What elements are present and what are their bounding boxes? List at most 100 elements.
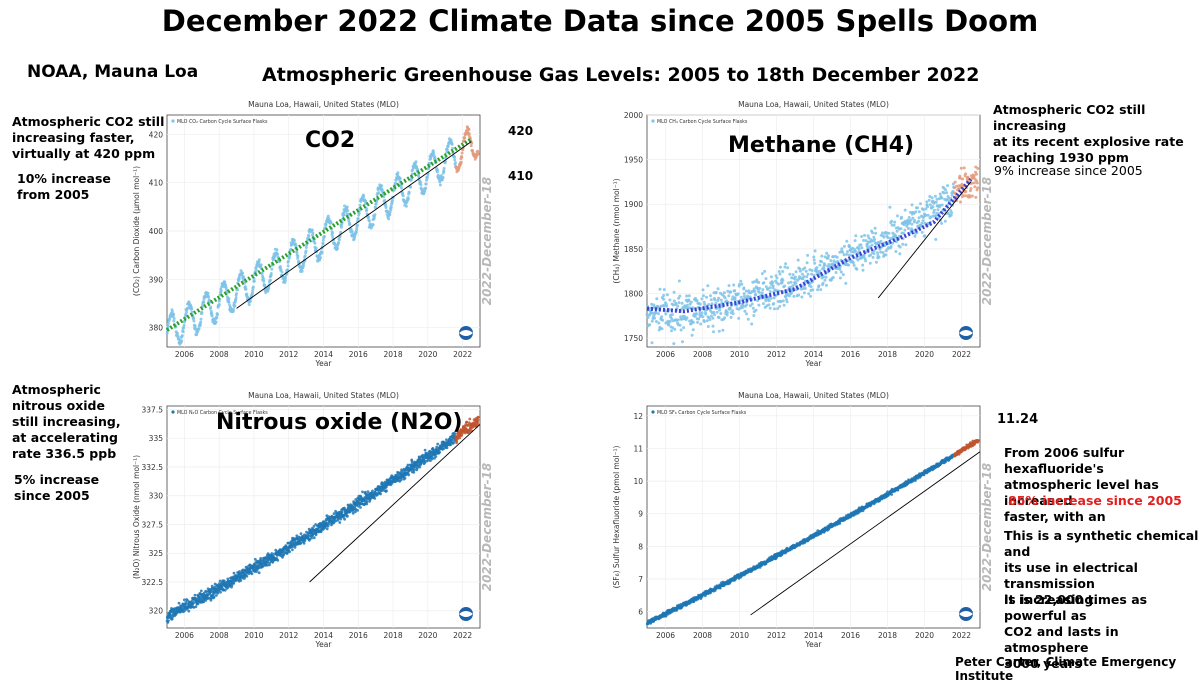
data-point — [705, 295, 708, 299]
data-point — [672, 342, 676, 346]
data-point — [764, 299, 768, 303]
data-point — [190, 307, 194, 311]
data-point — [805, 275, 809, 279]
data-point — [365, 500, 369, 504]
data-point — [958, 176, 962, 180]
data-point — [389, 208, 393, 212]
data-point — [685, 294, 689, 298]
data-point — [343, 517, 346, 521]
data-point — [231, 307, 235, 311]
data-point — [412, 468, 416, 472]
data-point — [403, 476, 407, 480]
data-point — [300, 269, 304, 273]
data-point — [810, 272, 814, 276]
legend-label: MLO CH₄ Carbon Cycle Surface Flasks — [657, 119, 748, 125]
data-point — [414, 160, 418, 164]
data-point — [406, 197, 410, 201]
data-point — [924, 213, 928, 217]
data-point — [741, 303, 745, 307]
x-tick-label: 2022 — [453, 350, 472, 359]
data-point — [650, 319, 654, 323]
data-point — [769, 296, 773, 300]
data-point — [964, 190, 968, 193]
data-point — [972, 181, 976, 185]
data-point — [928, 195, 932, 198]
data-point — [891, 241, 894, 245]
data-point — [446, 144, 450, 148]
data-point — [860, 246, 864, 250]
data-point — [762, 281, 766, 285]
data-point — [252, 279, 256, 283]
data-point — [769, 275, 773, 279]
data-point — [946, 184, 949, 188]
x-tick-label: 2016 — [841, 631, 860, 640]
data-point — [290, 545, 294, 549]
data-point — [657, 312, 660, 316]
data-point — [881, 231, 884, 235]
co2-left-note: Atmospheric CO2 still increasing faster,… — [12, 114, 165, 161]
data-point — [910, 203, 914, 207]
sf6-increase-note: 85% increase since 2005 — [1008, 493, 1182, 508]
data-point — [304, 246, 308, 249]
data-point — [312, 525, 316, 528]
data-point — [942, 191, 946, 195]
data-point — [818, 269, 822, 273]
data-point — [469, 144, 473, 148]
data-point — [777, 270, 781, 273]
data-point — [193, 593, 197, 597]
data-point — [727, 294, 731, 298]
data-point — [714, 301, 718, 305]
data-point — [182, 323, 186, 327]
data-point — [898, 245, 902, 249]
data-point — [824, 275, 828, 279]
data-point — [782, 303, 786, 307]
data-point — [717, 329, 721, 333]
data-point — [364, 199, 368, 203]
x-tick-label: 2006 — [656, 631, 675, 640]
data-point — [374, 202, 378, 206]
data-point — [336, 246, 339, 250]
data-point — [227, 297, 231, 301]
data-point — [775, 276, 779, 280]
data-point — [443, 160, 447, 164]
data-point — [476, 415, 480, 419]
data-point — [957, 187, 961, 191]
data-point — [800, 295, 804, 299]
y-tick-label: 332.5 — [142, 463, 164, 472]
data-point — [721, 328, 725, 332]
data-point — [787, 294, 791, 298]
data-point — [953, 180, 957, 184]
data-point — [219, 289, 223, 293]
data-point — [339, 230, 343, 234]
data-point — [374, 206, 377, 209]
data-point — [766, 287, 770, 291]
data-point — [180, 334, 184, 338]
data-point — [313, 241, 317, 245]
data-point — [719, 298, 723, 302]
data-point — [476, 422, 480, 426]
data-point — [262, 279, 266, 283]
data-point — [222, 579, 226, 583]
data-point — [677, 301, 681, 305]
data-point — [940, 196, 944, 200]
data-point — [662, 294, 666, 297]
y-tick-label: 8 — [638, 542, 643, 551]
data-point — [846, 250, 849, 254]
data-point — [816, 288, 820, 292]
data-point — [331, 231, 334, 235]
noaa-logo-icon — [459, 607, 473, 621]
data-point — [671, 326, 675, 330]
data-point — [382, 195, 386, 199]
data-point — [209, 305, 213, 309]
data-point — [781, 299, 785, 303]
data-point — [234, 296, 238, 300]
data-point — [811, 288, 815, 292]
noaa-logo-wave — [959, 330, 973, 336]
data-point — [787, 281, 790, 285]
data-point — [753, 280, 757, 284]
data-point — [824, 283, 828, 287]
data-point — [361, 490, 364, 494]
data-point — [798, 269, 802, 273]
data-point — [431, 447, 435, 450]
data-point — [224, 283, 227, 287]
